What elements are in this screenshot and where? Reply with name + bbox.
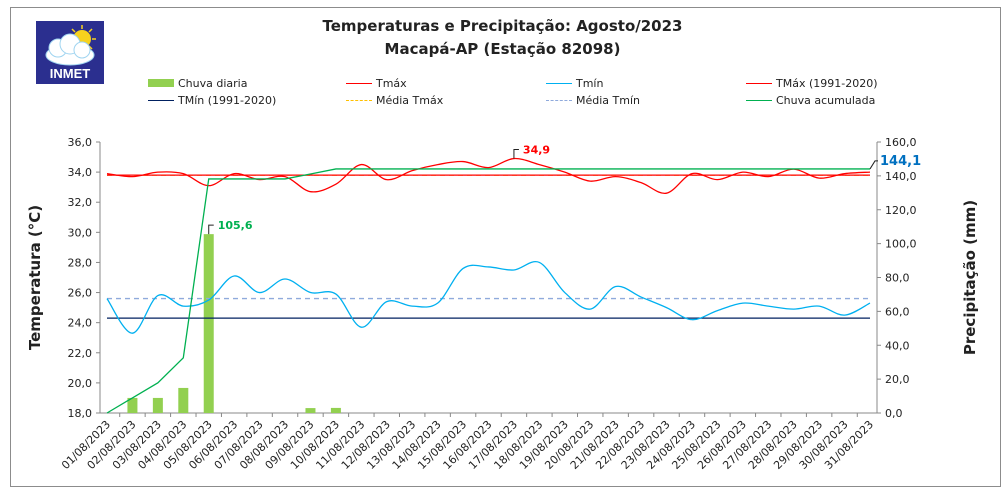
legend-swatch [746,99,772,101]
annotation-leader [208,224,214,235]
legend-item: Média Tmín [546,93,640,107]
rain-bar [305,408,316,413]
rain-bar [127,397,138,413]
left-tick-label: 18,0 [68,407,93,420]
annotation-label: 105,6 [218,219,253,232]
legend-item: Chuva diaria [148,76,247,90]
right-tick-label: 20,0 [885,373,910,386]
right-tick-label: 160,0 [885,136,917,149]
right-axis-title: Precipitação (mm) [961,200,979,355]
legend-swatch [148,79,174,87]
chart-frame [10,7,1001,487]
right-tick-label: 120,0 [885,204,917,217]
legend-swatch [546,99,572,101]
legend-label: Tmáx [376,76,407,90]
annotation-leader [869,160,878,170]
chart-title-line1: Temperaturas e Precipitação: Agosto/2023 [322,17,683,35]
inmet-logo: INMET [36,21,104,84]
left-tick-label: 30,0 [68,226,93,239]
legend-item: Média Tmáx [346,93,443,107]
cloud-icon [45,33,95,66]
legend-label: Tmín [576,76,604,90]
left-tick-label: 28,0 [68,256,93,269]
chart-title-line2: Macapá-AP (Estação 82098) [384,40,621,58]
right-tick-label: 100,0 [885,238,917,251]
legend-swatch [148,99,174,101]
legend-label: TMáx (1991-2020) [776,76,878,90]
legend-label: TMín (1991-2020) [178,93,277,107]
legend-label: Média Tmín [576,93,640,107]
legend-item: TMáx (1991-2020) [746,76,878,90]
legend-swatch [346,99,372,101]
right-tick-label: 40,0 [885,339,910,352]
legend-swatch [746,82,772,84]
left-tick-label: 34,0 [68,166,93,179]
accumulated-rain-line [106,168,870,414]
left-tick-label: 36,0 [68,136,93,149]
legend-item: Tmín [546,76,603,90]
legend-item: TMín (1991-2020) [148,93,276,107]
legend-label: Média Tmáx [376,93,444,107]
left-axis-title: Temperatura (°C) [26,205,44,350]
legend-swatch [546,82,572,84]
left-tick-label: 26,0 [68,287,93,300]
right-tick-label: 60,0 [885,305,910,318]
annotation-label: 144,1 [880,154,921,169]
rain-bar [152,397,163,413]
right-tick-label: 80,0 [885,272,910,285]
annotation-label: 34,9 [523,144,550,157]
left-tick-label: 20,0 [68,377,93,390]
cloud-sun-icon [45,25,96,66]
tmax-line [106,157,871,194]
tmin-line [106,261,871,334]
annotation-leader [513,149,519,159]
rain-bar [203,234,214,413]
right-tick-label: 140,0 [885,170,917,183]
logo-text: INMET [49,66,91,81]
legend-swatch [346,82,372,84]
legend-label: Chuva acumulada [776,93,876,107]
left-tick-label: 22,0 [68,347,93,360]
rain-bar [330,407,341,413]
rain-bar [178,387,189,413]
legend-label: Chuva diaria [178,76,248,90]
legend-item: Chuva acumulada [746,93,875,107]
legend-item: Tmáx [346,76,407,90]
left-tick-label: 24,0 [68,317,93,330]
right-tick-label: 0,0 [885,407,903,420]
left-tick-label: 32,0 [68,196,93,209]
